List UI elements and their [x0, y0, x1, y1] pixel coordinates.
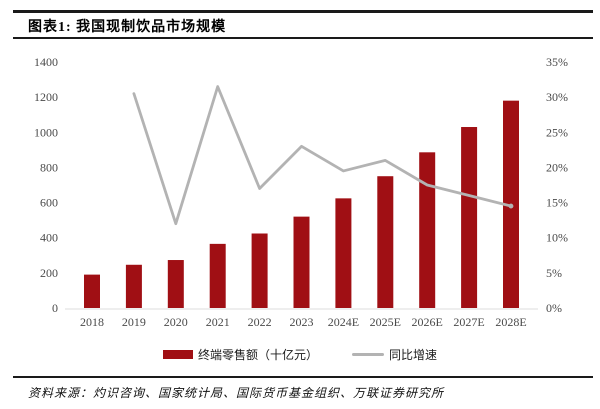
svg-text:35%: 35%	[546, 55, 568, 69]
svg-text:2022: 2022	[248, 315, 272, 329]
legend-label-bars: 终端零售额（十亿元）	[197, 348, 318, 362]
svg-text:2024E: 2024E	[328, 315, 359, 329]
chart-legend: 终端零售额（十亿元） 同比增速	[0, 346, 600, 363]
footer-rule	[13, 376, 593, 378]
svg-text:2021: 2021	[206, 315, 230, 329]
svg-text:2026E: 2026E	[412, 315, 443, 329]
svg-text:20%: 20%	[546, 160, 568, 174]
svg-text:5%: 5%	[546, 266, 562, 280]
legend-item-line: 同比增速	[352, 346, 437, 363]
svg-text:1400: 1400	[34, 55, 58, 69]
svg-text:1200: 1200	[34, 90, 58, 104]
bar-series-swatch	[162, 350, 193, 359]
svg-text:2023: 2023	[290, 315, 314, 329]
line-series-swatch	[352, 353, 384, 356]
svg-text:2020: 2020	[164, 315, 188, 329]
svg-text:15%: 15%	[546, 196, 568, 210]
svg-text:2018: 2018	[80, 315, 104, 329]
svg-text:2027E: 2027E	[453, 315, 484, 329]
top-rule	[13, 10, 593, 13]
source-note: 资料来源：灼识咨询、国家统计局、国际货币基金组织、万联证券研究所	[28, 386, 445, 400]
svg-text:0%: 0%	[546, 301, 562, 315]
svg-text:0: 0	[52, 301, 58, 315]
market-size-combo-chart: 0 200 400 600 800 1000 1200 1400 0% 5% 10% 15% 20% 25…	[34, 55, 568, 329]
svg-text:200: 200	[40, 266, 58, 280]
figure-title: 图表1: 我国现制饮品市场规模	[28, 20, 227, 35]
svg-text:800: 800	[40, 160, 58, 174]
svg-text:1000: 1000	[34, 125, 58, 139]
legend-item-bars: 终端零售额（十亿元）	[162, 346, 318, 363]
legend-label-line: 同比增速	[389, 348, 438, 362]
svg-text:400: 400	[40, 231, 58, 245]
svg-text:2028E: 2028E	[495, 315, 526, 329]
svg-text:600: 600	[40, 196, 58, 210]
title-bottom-rule	[13, 37, 593, 39]
svg-text:30%: 30%	[546, 90, 568, 104]
svg-text:2025E: 2025E	[370, 315, 401, 329]
svg-text:2019: 2019	[122, 315, 146, 329]
svg-text:25%: 25%	[546, 125, 568, 139]
svg-text:10%: 10%	[546, 231, 568, 245]
